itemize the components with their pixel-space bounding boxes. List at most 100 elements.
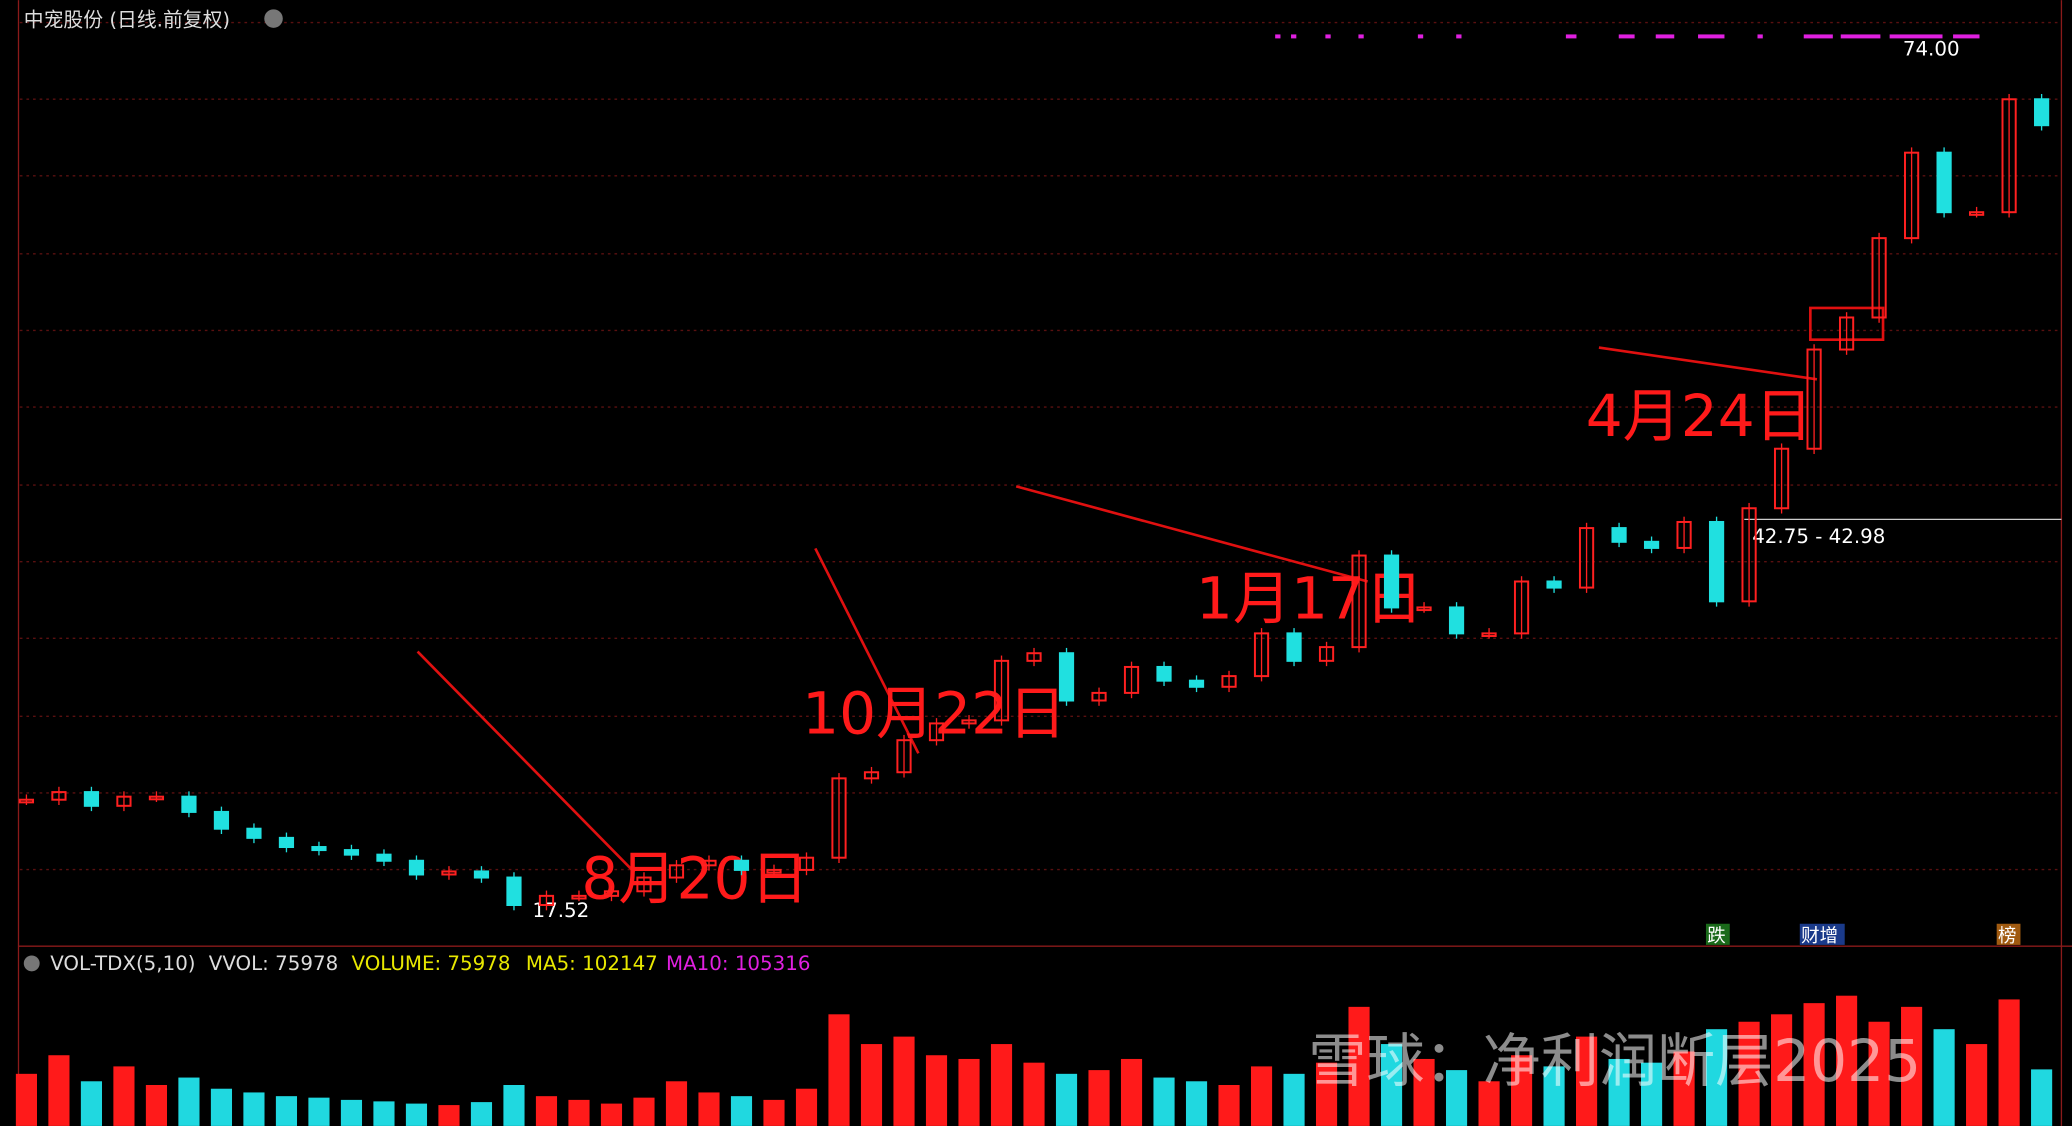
candle — [701, 859, 717, 867]
candle — [473, 870, 490, 879]
volume-bar — [1023, 1062, 1045, 1126]
signal-dots — [1275, 34, 1980, 39]
candle — [961, 719, 977, 725]
volume-bar — [1348, 1006, 1370, 1126]
high-label: 74.00 — [1903, 38, 1960, 61]
volume-bar — [568, 1099, 590, 1126]
candle — [311, 846, 327, 852]
volume-bar — [1413, 1058, 1435, 1126]
candle — [603, 890, 620, 897]
volume-bar — [698, 1092, 720, 1126]
candle — [993, 659, 1010, 722]
volume-bar — [80, 1081, 103, 1126]
volume-bar — [1836, 995, 1858, 1126]
candle — [1903, 151, 1920, 240]
volume-bar — [1315, 1062, 1338, 1126]
volume-bar — [1185, 1081, 1208, 1126]
candle — [668, 864, 685, 879]
candle — [1676, 520, 1692, 549]
candle — [1318, 646, 1335, 662]
candle — [1643, 540, 1660, 549]
volume-bar — [1738, 1021, 1760, 1126]
candle — [213, 810, 230, 830]
volume-bar — [1250, 1066, 1273, 1126]
event-badge[interactable] — [1996, 923, 2021, 945]
volume-bar — [925, 1055, 948, 1126]
volume-bar — [1283, 1073, 1305, 1126]
volume-bar — [1088, 1070, 1110, 1126]
candle — [441, 870, 457, 876]
range-label: 42.75 - 42.98 — [1752, 525, 1885, 548]
candle — [1611, 527, 1627, 543]
volume-bar — [1901, 1006, 1923, 1126]
event-label: 跌 — [1707, 926, 1726, 947]
candle — [1416, 606, 1432, 612]
candle — [1838, 316, 1855, 351]
candle — [538, 894, 555, 907]
candle — [1969, 211, 1985, 216]
candle — [1448, 606, 1465, 635]
volume-bar — [438, 1105, 460, 1126]
volume-bar — [1673, 1051, 1695, 1126]
volume-ma10: MA10: 105316 — [666, 952, 810, 975]
candle — [1383, 554, 1400, 609]
candle — [506, 876, 522, 907]
candle — [181, 795, 197, 813]
volume-bar — [470, 1102, 493, 1126]
dropdown-icon[interactable] — [23, 955, 40, 972]
volume-bar — [795, 1088, 818, 1126]
annotation: 4月24日 — [1586, 382, 1813, 450]
volume-bar — [373, 1101, 395, 1126]
volume-bar — [990, 1044, 1013, 1126]
annotation: 8月20日 — [581, 845, 808, 913]
volume-bar — [275, 1096, 298, 1126]
candle — [148, 795, 165, 801]
candle — [1221, 675, 1237, 688]
candle — [2034, 98, 2050, 127]
volume-bar — [1218, 1084, 1240, 1126]
candle — [1513, 580, 1530, 635]
candle — [408, 859, 425, 876]
candle — [1481, 632, 1497, 638]
volume-bar — [1803, 1003, 1825, 1126]
volume-bar — [1706, 1029, 1728, 1126]
event-badge[interactable] — [1705, 923, 1730, 945]
event-label: 财增 — [1801, 926, 1838, 947]
candle — [2001, 98, 2017, 214]
volume-bar — [1478, 1081, 1500, 1126]
candle — [928, 722, 945, 742]
candle — [1058, 652, 1075, 702]
candle — [18, 798, 35, 804]
annotation: 10月22日 — [802, 679, 1066, 747]
volume-bar — [1380, 1044, 1403, 1126]
volume-bar — [1998, 999, 2020, 1126]
candle — [1806, 348, 1822, 450]
volume-bar — [763, 1099, 785, 1126]
watermark: 雪球：净利润断层2025 — [1308, 1027, 1921, 1095]
volume-bar — [1055, 1073, 1078, 1126]
volume-bar — [535, 1096, 558, 1126]
candle — [896, 739, 912, 774]
candle — [1936, 151, 1952, 214]
volume-bar — [15, 1073, 37, 1126]
volume-bar — [48, 1055, 70, 1126]
volume-bar — [243, 1092, 265, 1126]
volume-bar — [893, 1036, 915, 1126]
volume-bar — [145, 1084, 168, 1126]
candle — [1578, 527, 1595, 589]
candle — [116, 795, 132, 807]
volume-ma5: MA5: 102147 — [526, 952, 658, 975]
volume-bar — [1641, 1062, 1663, 1126]
event-badge[interactable] — [1799, 923, 1845, 945]
dropdown-icon[interactable] — [264, 9, 283, 28]
candle — [1123, 665, 1140, 694]
candle — [798, 856, 815, 871]
volume-bar — [1771, 1014, 1793, 1126]
volume-bar — [1543, 1066, 1565, 1126]
candle — [1708, 520, 1725, 603]
candle — [1253, 632, 1270, 678]
candle — [278, 836, 295, 849]
volume-bar — [1510, 1055, 1533, 1126]
candle — [343, 849, 360, 856]
